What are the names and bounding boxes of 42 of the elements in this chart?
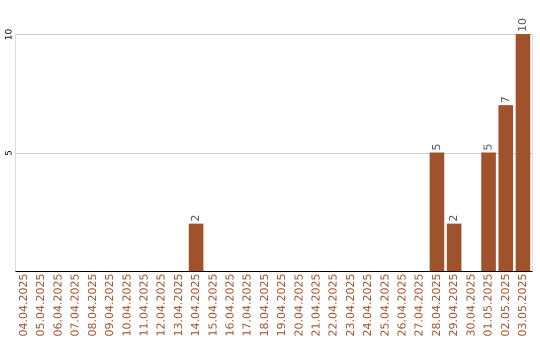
x-tick-label: 14.04.2025 [189,274,202,336]
x-tick-label: 23.04.2025 [344,274,357,336]
bar [430,152,444,271]
bar [188,224,204,271]
x-tick-label: 19.04.2025 [275,274,288,336]
x-tick-label: 28.04.2025 [430,274,443,336]
data-label: 10 [516,18,529,32]
x-tick-label: 12.04.2025 [154,274,168,336]
data-label: 2 [447,214,460,222]
bar [446,224,462,271]
data-label: 5 [482,144,495,150]
x-tick-label: 10.04.2025 [120,274,134,336]
data-label: 5 [430,144,443,150]
x-tick-label: 08.04.2025 [86,274,99,336]
bar [498,105,514,271]
x-tick-label: 05.04.2025 [34,274,48,336]
x-tick-label: 09.04.2025 [103,274,116,336]
x-tick-label: 11.04.2025 [137,274,150,336]
x-tick-label: 25.04.2025 [378,274,392,336]
x-tick-label: 18.04.2025 [258,274,271,336]
x-tick-label: 21.04.2025 [310,274,323,336]
x-tick-label: 13.04.2025 [172,274,185,336]
x-tick-label: 26.04.2025 [396,274,409,336]
data-label: 7 [498,96,512,104]
x-tick-label: 24.04.2025 [361,274,374,336]
x-tick-label: 29.04.2025 [447,274,460,336]
bar [516,34,530,271]
x-tick-label: 02.05.2025 [498,274,512,336]
x-tick-label: 27.04.2025 [412,274,426,336]
x-tick-label: 06.04.2025 [51,274,64,336]
x-tick-label: 22.04.2025 [326,274,340,336]
x-tick-label: 16.04.2025 [223,274,236,336]
bar [481,152,496,271]
x-tick-label: 07.04.2025 [68,274,82,336]
x-tick-label: 30.04.2025 [464,274,478,336]
x-tick-label: 17.04.2025 [240,274,254,336]
x-tick-label: 03.05.2025 [516,274,529,336]
x-tick-label: 01.05.2025 [482,274,495,336]
x-tick-label: 15.04.2025 [206,274,220,336]
x-tick-label: 04.04.2025 [17,274,30,336]
data-label: 2 [189,214,202,222]
x-tick-label: 20.04.2025 [292,274,306,336]
